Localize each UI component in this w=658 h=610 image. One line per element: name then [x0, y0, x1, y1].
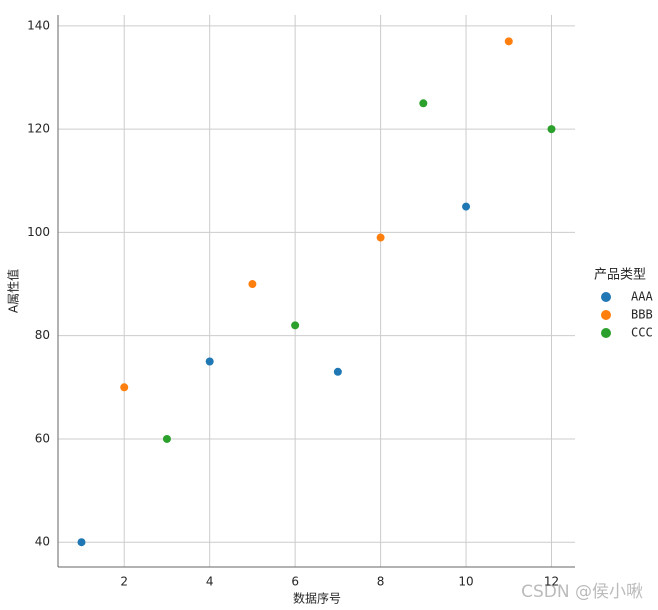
y-tick-label: 60	[35, 431, 50, 445]
x-tick-label: 10	[458, 575, 473, 589]
y-tick-label: 100	[27, 225, 50, 239]
point	[547, 125, 556, 134]
x-tick-label: 8	[377, 575, 385, 589]
legend-label: BBB	[631, 308, 653, 322]
point	[120, 383, 129, 392]
legend-title: 产品类型	[594, 268, 646, 283]
watermark: CSDN @侯小啾	[521, 582, 643, 602]
point	[291, 321, 300, 330]
point	[205, 357, 214, 366]
point	[77, 538, 86, 547]
x-tick-label: 6	[291, 575, 299, 589]
legend-label: AAA	[631, 290, 653, 304]
y-tick-label: 140	[27, 18, 50, 32]
x-axis-label: 数据序号	[293, 591, 341, 606]
y-tick-label: 40	[35, 535, 50, 549]
legend-marker	[601, 310, 611, 320]
y-tick-label: 80	[35, 328, 50, 342]
legend-marker	[601, 328, 611, 338]
point	[333, 367, 342, 376]
legend-label: CCC	[631, 326, 653, 340]
point	[162, 434, 171, 443]
y-tick-label: 120	[27, 122, 50, 136]
point	[462, 202, 471, 211]
x-tick-label: 4	[206, 575, 214, 589]
y-axis-label: A属性值	[6, 269, 21, 313]
x-tick-label: 2	[120, 575, 128, 589]
legend-marker	[601, 292, 611, 302]
x-tick-label: 12	[544, 575, 559, 589]
point	[376, 233, 385, 242]
point	[248, 280, 257, 289]
point	[419, 99, 428, 108]
point	[504, 37, 513, 46]
